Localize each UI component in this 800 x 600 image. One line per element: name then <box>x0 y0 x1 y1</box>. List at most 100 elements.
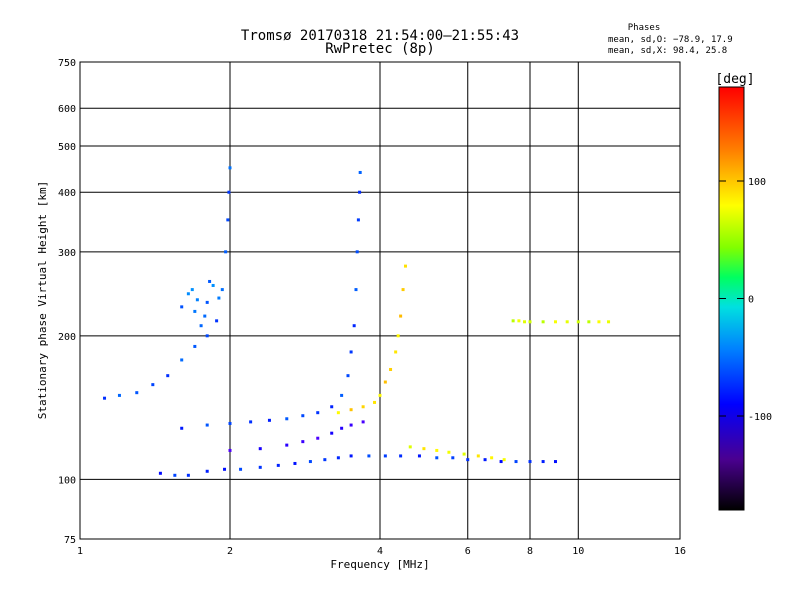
y-tick-label: 100 <box>58 475 76 486</box>
data-point <box>394 350 398 354</box>
data-point <box>193 344 197 348</box>
colorbar-tick-label: -100 <box>748 412 772 423</box>
data-point <box>308 460 312 464</box>
data-point <box>173 473 177 477</box>
x-tick-label: 2 <box>227 546 233 557</box>
x-tick-label: 4 <box>377 546 383 557</box>
data-point <box>352 324 356 328</box>
data-point <box>389 367 393 371</box>
y-tick-label: 200 <box>58 332 76 343</box>
data-point <box>103 396 107 400</box>
data-point <box>193 309 197 313</box>
data-point <box>451 456 455 460</box>
y-axis-label: Stationary phase Virtual Height [km] <box>36 181 49 419</box>
data-point <box>205 334 209 338</box>
data-point <box>190 288 194 292</box>
data-point <box>378 393 382 397</box>
data-point <box>151 383 155 387</box>
data-point <box>301 440 305 444</box>
data-point <box>447 450 451 454</box>
data-point <box>336 411 340 415</box>
data-point <box>417 454 421 458</box>
x-tick-label: 10 <box>572 546 584 557</box>
phase-info-title: Phases <box>628 23 661 33</box>
data-point <box>223 467 227 471</box>
data-point <box>217 296 221 300</box>
data-point <box>195 298 199 302</box>
data-point <box>367 454 371 458</box>
data-point <box>249 420 253 424</box>
data-point <box>361 420 365 424</box>
colorbar-tick-label: 100 <box>748 177 766 188</box>
phase-info-x-mode: mean, sd,X: 98.4, 25.8 <box>608 46 727 56</box>
data-point <box>258 465 262 469</box>
data-point <box>211 283 215 287</box>
data-point <box>576 320 580 324</box>
data-point <box>226 218 230 222</box>
data-point <box>514 460 518 464</box>
data-point <box>228 448 232 452</box>
data-point <box>203 314 207 318</box>
data-point <box>205 423 209 427</box>
data-point <box>466 458 470 462</box>
x-axis-label: Frequency [MHz] <box>330 558 429 571</box>
data-point <box>208 279 212 283</box>
x-tick-label: 16 <box>674 546 686 557</box>
data-point <box>336 456 340 460</box>
data-point <box>215 319 219 323</box>
data-point <box>340 426 344 430</box>
data-point <box>258 447 262 451</box>
data-point <box>408 445 412 449</box>
y-tick-label: 600 <box>58 104 76 115</box>
data-point <box>158 471 162 475</box>
data-point <box>199 324 203 328</box>
data-point <box>349 423 353 427</box>
chart-subtitle: RwPretec (8p) <box>325 41 435 57</box>
data-point <box>502 458 506 462</box>
data-point <box>349 408 353 412</box>
data-point <box>383 454 387 458</box>
data-point <box>293 461 297 465</box>
data-point <box>523 320 527 324</box>
data-point <box>403 264 407 268</box>
colorbar-ticks: 100 0 -100 <box>719 177 772 423</box>
y-tick-label: 75 <box>64 535 76 546</box>
data-point <box>166 374 170 378</box>
data-point <box>330 405 334 409</box>
data-point <box>276 463 280 467</box>
chart-title: Tromsø 20170318 21:54:00–21:55:43 <box>241 28 519 44</box>
data-point <box>476 454 480 458</box>
data-point <box>349 454 353 458</box>
data-point <box>180 426 184 430</box>
grid-lines <box>80 62 680 539</box>
data-point <box>285 417 289 421</box>
plot-frame <box>79 61 681 540</box>
data-point <box>399 314 403 318</box>
data-point <box>346 374 350 378</box>
data-point <box>349 350 353 354</box>
y-tick-label: 750 <box>58 58 76 69</box>
data-point <box>228 166 232 170</box>
data-point <box>528 460 532 464</box>
data-point <box>396 334 400 338</box>
data-point <box>330 431 334 435</box>
y-tick-label: 500 <box>58 142 76 153</box>
data-point <box>358 170 362 174</box>
data-point <box>422 447 426 451</box>
data-point <box>180 358 184 362</box>
data-point <box>607 320 611 324</box>
data-point <box>597 320 601 324</box>
data-point <box>490 456 494 460</box>
data-point <box>373 400 377 404</box>
data-point <box>553 460 557 464</box>
data-point <box>239 467 243 471</box>
data-point <box>228 421 232 425</box>
data-points <box>103 166 611 477</box>
data-point <box>462 452 466 456</box>
data-point <box>205 469 209 473</box>
data-point <box>435 448 439 452</box>
data-point <box>186 292 190 296</box>
data-point <box>285 443 289 447</box>
axis-ticks: 1 2 4 6 8 10 16 75 100 200 300 400 500 600 750 <box>58 58 686 557</box>
